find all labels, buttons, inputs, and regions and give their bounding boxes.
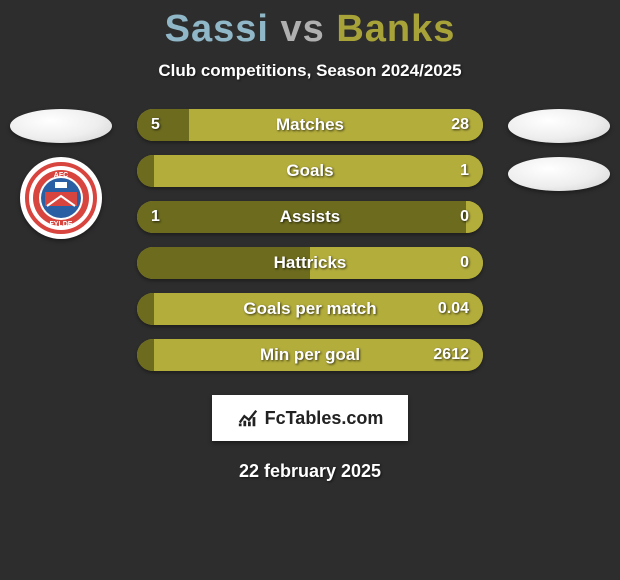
stat-value-right: 0 bbox=[460, 201, 469, 233]
subtitle: Club competitions, Season 2024/2025 bbox=[0, 61, 620, 81]
stat-value-right: 2612 bbox=[433, 339, 469, 371]
badge-bottom-text: FYLDE bbox=[50, 221, 73, 228]
comparison-content: AFC FYLDE 5Matches28Goals11Assists0Hattr… bbox=[0, 109, 620, 371]
stat-value-right: 1 bbox=[460, 155, 469, 187]
player1-photo-placeholder bbox=[10, 109, 112, 143]
page-title: Sassi vs Banks bbox=[0, 0, 620, 51]
stat-label: Assists bbox=[137, 201, 483, 233]
fctables-text: FcTables.com bbox=[265, 408, 384, 429]
fctables-branding: FcTables.com bbox=[212, 395, 408, 441]
stat-bars-container: 5Matches28Goals11Assists0Hattricks0Goals… bbox=[137, 109, 483, 371]
badge-top-text: AFC bbox=[54, 172, 68, 179]
player2-name: Banks bbox=[336, 8, 455, 50]
stat-label: Min per goal bbox=[137, 339, 483, 371]
player2-photo-placeholder bbox=[508, 109, 610, 143]
stat-label: Goals per match bbox=[137, 293, 483, 325]
player1-side-column: AFC FYLDE bbox=[6, 109, 116, 239]
stat-value-right: 0 bbox=[460, 247, 469, 279]
stat-bar: Min per goal2612 bbox=[137, 339, 483, 371]
stat-bar: 5Matches28 bbox=[137, 109, 483, 141]
stat-label: Matches bbox=[137, 109, 483, 141]
stat-label: Hattricks bbox=[137, 247, 483, 279]
stat-bar: 1Assists0 bbox=[137, 201, 483, 233]
stat-value-right: 28 bbox=[451, 109, 469, 141]
date-text: 22 february 2025 bbox=[0, 461, 620, 482]
player2-side-column bbox=[504, 109, 614, 191]
stat-label: Goals bbox=[137, 155, 483, 187]
stat-bar: Goals per match0.04 bbox=[137, 293, 483, 325]
vs-separator: vs bbox=[280, 8, 324, 50]
player1-name: Sassi bbox=[165, 8, 269, 50]
stat-value-right: 0.04 bbox=[438, 293, 469, 325]
stat-bar: Hattricks0 bbox=[137, 247, 483, 279]
player1-club-badge: AFC FYLDE bbox=[20, 157, 102, 239]
chart-icon bbox=[237, 407, 259, 429]
player2-club-placeholder bbox=[508, 157, 610, 191]
club-badge-icon: AFC FYLDE bbox=[25, 162, 97, 234]
stat-bar: Goals1 bbox=[137, 155, 483, 187]
